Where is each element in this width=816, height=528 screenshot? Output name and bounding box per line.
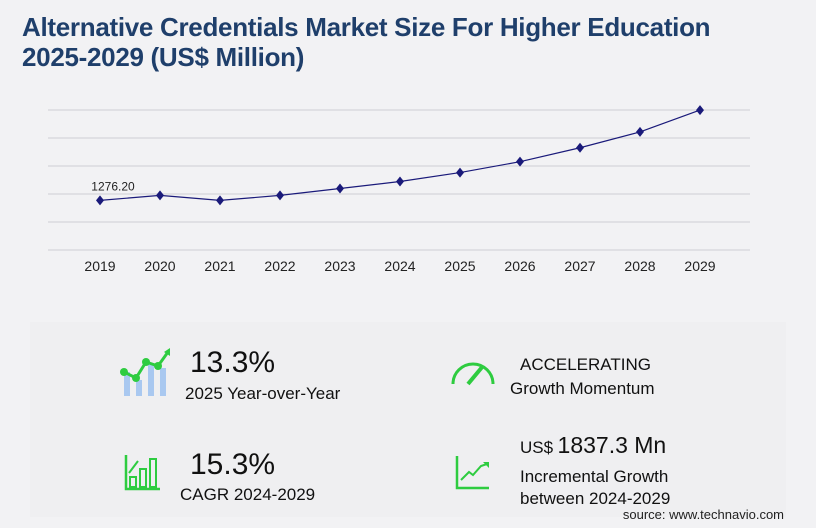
- x-tick-label: 2023: [324, 258, 355, 274]
- x-tick-label: 2025: [444, 258, 475, 274]
- data-point: [96, 195, 104, 206]
- x-tick-label: 2024: [384, 258, 415, 274]
- x-tick-label: 2029: [684, 258, 715, 274]
- growth-chart-icon: [120, 348, 170, 396]
- bar-growth-icon: [124, 455, 160, 491]
- title-line-1: Alternative Credentials Market Size For …: [22, 12, 711, 42]
- page-title: Alternative Credentials Market Size For …: [22, 12, 711, 72]
- data-point: [636, 126, 644, 137]
- yoy-value: 13.3%: [190, 346, 276, 379]
- x-tick-label: 2026: [504, 258, 535, 274]
- incremental-value: 1837.3 Mn: [557, 432, 667, 458]
- x-tick-label: 2027: [564, 258, 595, 274]
- momentum-value: ACCELERATING: [520, 355, 651, 374]
- series-line: [99, 109, 701, 201]
- data-point: [576, 142, 584, 153]
- incremental-value-row: US$ 1837.3 Mn: [520, 432, 666, 459]
- source-text: source: www.technavio.com: [622, 507, 784, 522]
- data-point: [696, 105, 704, 116]
- x-tick-label: 2021: [204, 258, 235, 274]
- line-chart: 2019 2020 2021 2022 2023 2024 2025 2026 2027 2028…: [48, 105, 750, 274]
- x-tick-label: 2020: [144, 258, 175, 274]
- data-point: [336, 183, 344, 194]
- data-point: [216, 195, 224, 206]
- x-tick-label: 2022: [264, 258, 295, 274]
- cagr-label: CAGR 2024-2029: [180, 485, 316, 504]
- cagr-value: 15.3%: [190, 448, 276, 481]
- x-tick-label: 2028: [624, 258, 655, 274]
- data-point: [276, 190, 284, 201]
- momentum-label: Growth Momentum: [510, 379, 655, 398]
- data-label: 1276.20: [91, 179, 135, 193]
- incremental-label-1: Incremental Growth: [520, 467, 669, 486]
- data-point: [396, 176, 404, 187]
- x-tick-label: 2019: [84, 258, 115, 274]
- incremental-label-2: between 2024-2029: [520, 489, 671, 508]
- currency-prefix: US$: [520, 438, 554, 457]
- trend-up-icon: [455, 456, 489, 490]
- data-point: [156, 190, 164, 201]
- title-line-2: 2025-2029 (US$ Million): [22, 42, 305, 72]
- data-point: [456, 167, 464, 178]
- data-point: [516, 156, 524, 167]
- yoy-label: 2025 Year-over-Year: [185, 384, 341, 403]
- speedometer-icon: [451, 362, 495, 386]
